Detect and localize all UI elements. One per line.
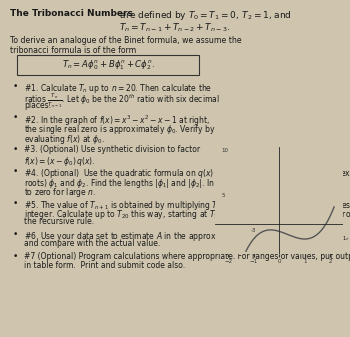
Text: #1. Calculate $T_n$ up to $n = 20$. Then calculate the: #1. Calculate $T_n$ up to $n = 20$. Then… [24,82,212,95]
Text: #4. (Optional)  Use the quadratic formula on $q(x)$ to approximate the other (co: #4. (Optional) Use the quadratic formula… [24,167,350,180]
Text: The Tribonacci Numbers: The Tribonacci Numbers [10,9,133,18]
Text: ratios $\frac{T_n}{T_{n-1}}$. Let $\phi_0$ be the 20$^{th}$ ratio with six decim: ratios $\frac{T_n}{T_{n-1}}$. Let $\phi_… [24,92,220,110]
Text: 5: 5 [222,193,225,197]
Text: roots) $\phi_1$ and $\phi_2$. Find the lengths $|\phi_1|$ and $|\phi_2|$. In the: roots) $\phi_1$ and $\phi_2$. Find the l… [24,177,343,189]
Text: and compare with the actual value.: and compare with the actual value. [24,240,160,248]
Text: •: • [13,82,18,91]
Text: $f(x) = (x - \phi_0)\,q(x)$.: $f(x) = (x - \phi_0)\,q(x)$. [24,154,95,167]
Text: places.: places. [24,101,51,110]
Text: To derive an analogue of the Binet formula, we assume the: To derive an analogue of the Binet formu… [10,36,241,45]
Text: -3: -3 [251,228,257,233]
Text: to zero for large $n$.: to zero for large $n$. [24,186,96,199]
Text: •: • [13,145,18,154]
Text: $T_n = A\phi_0^n + B\phi_1^n + C\phi_2^n.$: $T_n = A\phi_0^n + B\phi_1^n + C\phi_2^n… [62,58,154,72]
Text: #3. (Optional) Use synthetic division to factor: #3. (Optional) Use synthetic division to… [24,145,200,154]
Text: •: • [13,252,18,261]
Text: #2. In the graph of $f(x) = x^3 - x^2 - x - 1$ at right,: #2. In the graph of $f(x) = x^3 - x^2 - … [24,114,210,128]
Text: #7 (Optional) Program calculations where appropriate. For ranges of values, put : #7 (Optional) Program calculations where… [24,252,350,261]
Text: #6. Use your data set to estimate $A$ in the approximation $T_n \sim A\phi_0^n$,: #6. Use your data set to estimate $A$ in… [24,230,349,244]
Text: •: • [13,167,18,176]
Text: •: • [13,198,18,208]
Text: •: • [13,114,18,123]
Text: tribonacci formula is of the form: tribonacci formula is of the form [10,46,136,55]
Text: integer. Calculate up to $T_{20}$ this way, starting at $T_{15}$, and compare wi: integer. Calculate up to $T_{20}$ this w… [24,208,350,221]
Text: •: • [13,230,18,239]
Text: the recursive rule.: the recursive rule. [24,217,94,226]
Text: $T_n = T_{n-1} + T_{n-2} + T_{n-3}.$: $T_n = T_{n-1} + T_{n-2} + T_{n-3}.$ [119,22,231,34]
Text: the single real zero is approximately $\phi_0$. Verify by: the single real zero is approximately $\… [24,123,216,136]
Text: 10: 10 [222,148,229,153]
Text: evaluating $f(x)$ at $\phi_0$.: evaluating $f(x)$ at $\phi_0$. [24,132,105,146]
FancyBboxPatch shape [17,55,199,75]
Text: in table form.  Print and submit code also.: in table form. Print and submit code als… [24,262,185,271]
Text: are defined by $T_0 = T_1 = 0,\, T_2 = 1$, and: are defined by $T_0 = T_1 = 0,\, T_2 = 1… [117,9,292,22]
Text: #5. The value of $T_{n+1}$ is obtained by multiplying $T_n$ by $\phi_0$ and roun: #5. The value of $T_{n+1}$ is obtained b… [24,198,350,212]
